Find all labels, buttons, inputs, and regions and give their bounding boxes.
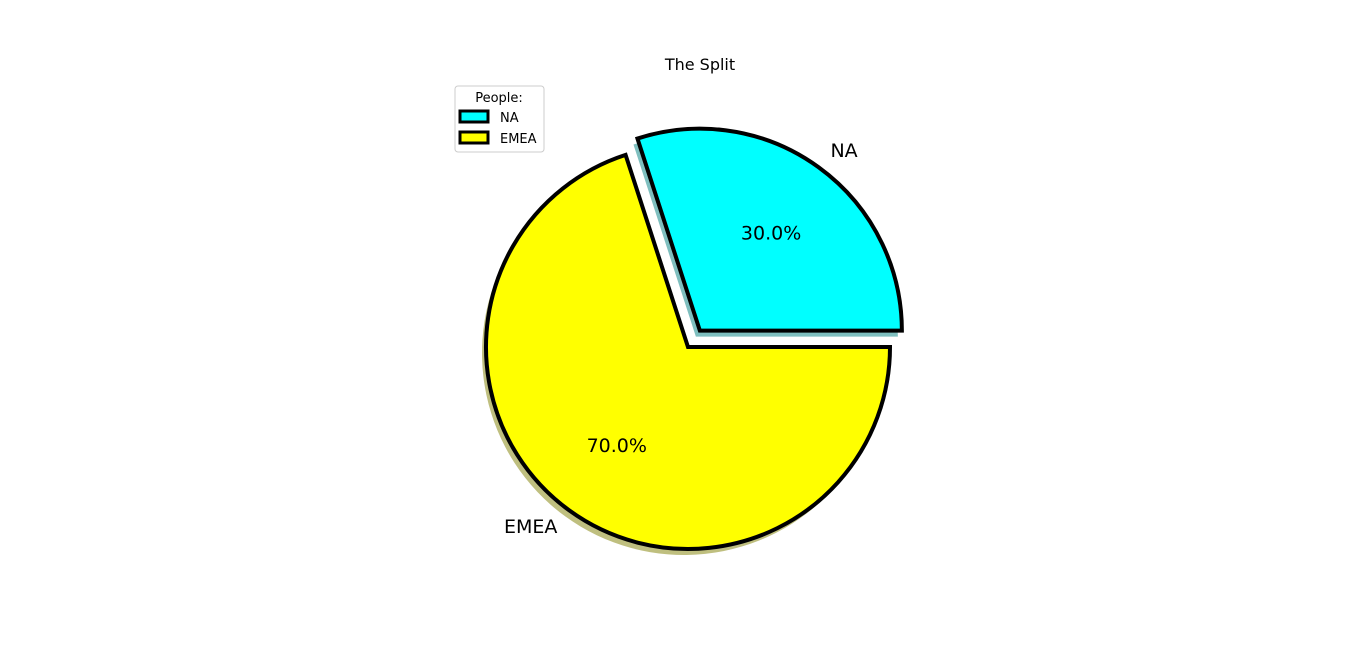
percent-label-na: 30.0% [741, 223, 801, 245]
slice-label-emea: EMEA [504, 516, 557, 538]
slice-labels: NA 30.0% EMEA 70.0% [504, 140, 858, 538]
legend-entries: NA EMEA [458, 109, 537, 147]
pie-slice-emea [484, 152, 893, 551]
legend-swatch-emea [458, 130, 490, 145]
percent-label-emea: 70.0% [587, 435, 647, 457]
legend-label-emea: EMEA [500, 132, 537, 147]
legend-swatch-na [458, 109, 490, 124]
legend-label-na: NA [500, 111, 519, 126]
pie-slice-na [634, 126, 904, 333]
pie-slices [484, 126, 904, 551]
slice-label-na: NA [830, 140, 857, 162]
chart-title: The Split [664, 55, 735, 74]
legend-title: People: [475, 91, 523, 106]
legend: People: NA EMEA [454, 85, 545, 153]
